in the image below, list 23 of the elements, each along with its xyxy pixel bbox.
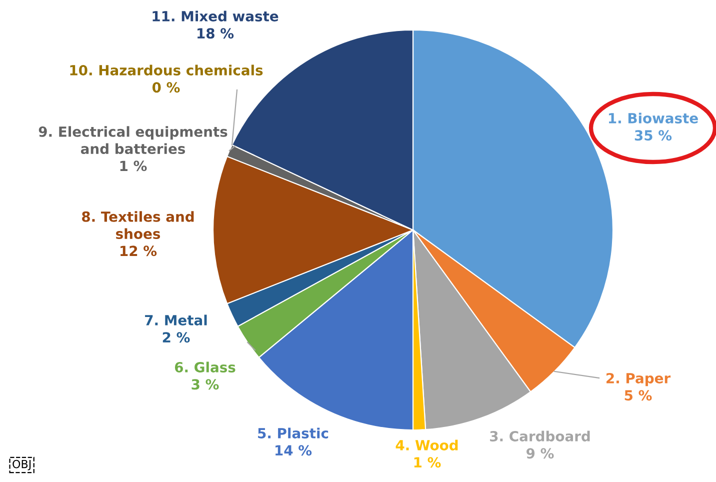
data-label: 1 % [414,457,441,468]
slice-label: 2. Paper [606,372,671,386]
slice-label: 3. Cardboard [490,430,590,442]
slice-label: 1. Biowaste [608,112,698,124]
data-label: 14 % [276,445,312,456]
data-label: 1 % [120,160,147,172]
slice-label: 5. Plastic [258,428,328,438]
slice-label: 7. Metal [145,314,207,326]
slice-label: 8. Textiles and shoes [82,211,194,240]
slice-label: 9. Electrical equipments and batteries [38,126,228,154]
category-label: 10. Hazardous chemicals [70,64,263,76]
data-label: 3 % [192,379,219,390]
text: 0 % [152,82,180,93]
data-label: 5 % [624,390,652,401]
slice-label: 6. Glass [174,362,236,372]
data-label: 35 % [634,130,672,141]
slice-label: 11. Mixed waste [152,10,278,22]
data-label: 9 % [526,448,554,459]
data-label: 18 % [198,28,234,39]
data-label: 2 % [162,332,190,343]
text: OBJ [12,460,31,470]
data-label: 12 % [120,246,157,256]
slice-label: 4. Wood [396,440,458,450]
